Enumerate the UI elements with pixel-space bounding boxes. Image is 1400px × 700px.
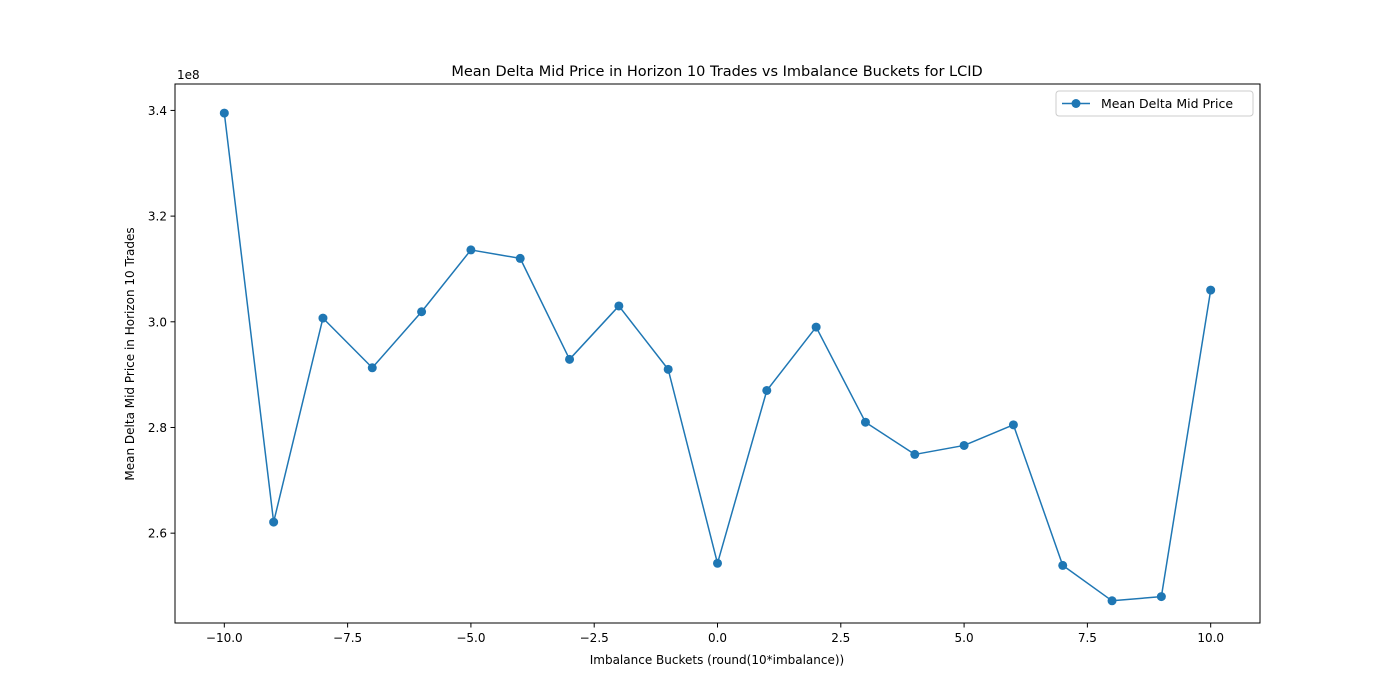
legend-box bbox=[1055, 90, 1254, 117]
data-point bbox=[713, 558, 722, 568]
data-point bbox=[1058, 560, 1068, 570]
legend: Mean Delta Mid Price bbox=[1055, 90, 1254, 117]
x-tick-label: 7.5 bbox=[1078, 631, 1097, 645]
x-tick-label: −10.0 bbox=[206, 631, 243, 645]
data-point bbox=[367, 363, 377, 373]
x-axis-label: Imbalance Buckets (round(10*imbalance)) bbox=[590, 653, 845, 667]
data-point bbox=[1156, 592, 1166, 602]
data-point bbox=[1107, 596, 1117, 606]
x-tick-label: 2.5 bbox=[831, 631, 850, 645]
legend-label: Mean Delta Mid Price bbox=[1101, 96, 1233, 111]
y-tick-label: 2.6 bbox=[148, 527, 167, 541]
y-axis-label: Mean Delta Mid Price in Horizon 10 Trade… bbox=[123, 227, 137, 480]
x-tick-label: 0.0 bbox=[708, 631, 727, 645]
y-axis: 2.6 2.8 3.0 3.2 3.4 bbox=[148, 104, 175, 541]
y-tick-label: 3.0 bbox=[148, 315, 167, 329]
data-point bbox=[565, 354, 575, 364]
x-tick-label: −2.5 bbox=[580, 631, 609, 645]
x-tick-label: −5.0 bbox=[456, 631, 485, 645]
data-point bbox=[318, 313, 328, 323]
y-offset-label: 1e8 bbox=[177, 68, 200, 82]
data-point bbox=[417, 307, 427, 317]
data-point bbox=[269, 517, 279, 527]
y-tick-label: 3.2 bbox=[148, 210, 167, 224]
x-axis: −10.0 −7.5 −5.0 −2.5 0.0 2.5 5.0 7.5 10.0 bbox=[206, 623, 1224, 645]
data-point bbox=[1206, 285, 1216, 295]
x-tick-label: 5.0 bbox=[955, 631, 974, 645]
series-layer bbox=[219, 108, 1216, 606]
chart-title: Mean Delta Mid Price in Horizon 10 Trade… bbox=[451, 64, 982, 80]
data-point bbox=[515, 253, 525, 263]
data-point bbox=[614, 301, 624, 311]
y-tick-label: 2.8 bbox=[148, 421, 167, 435]
data-point bbox=[762, 385, 772, 395]
legend-marker-swatch bbox=[1071, 99, 1081, 108]
data-point bbox=[1008, 420, 1018, 430]
data-point bbox=[910, 449, 920, 459]
x-tick-label: 10.0 bbox=[1197, 631, 1224, 645]
data-point bbox=[811, 322, 821, 332]
data-point bbox=[959, 440, 969, 450]
y-tick-label: 3.4 bbox=[148, 104, 167, 118]
data-point bbox=[466, 245, 476, 255]
x-tick-label: −7.5 bbox=[333, 631, 362, 645]
data-point bbox=[860, 417, 870, 427]
data-point bbox=[219, 108, 229, 118]
data-point bbox=[663, 364, 673, 374]
